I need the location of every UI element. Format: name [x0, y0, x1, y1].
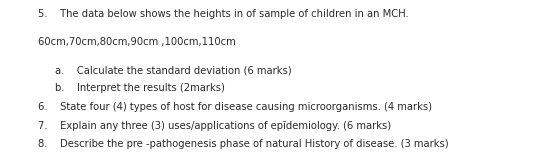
- Text: 7.    Explain any three (3) uses/applications of epĩdemiology. (6 marks): 7. Explain any three (3) uses/applicatio…: [38, 121, 391, 131]
- Text: 8.    Describe the pre -pathogenesis phase of natural History of disease. (3 mar: 8. Describe the pre -pathogenesis phase …: [38, 139, 449, 149]
- Text: 60cm,70cm,80cm,90cm ,100cm,110cm: 60cm,70cm,80cm,90cm ,100cm,110cm: [38, 37, 235, 47]
- Text: a.    Calculate the standard deviation (6 marks): a. Calculate the standard deviation (6 m…: [55, 66, 291, 76]
- Text: 5.    The data below shows the heights in of sample of children in an MCH.: 5. The data below shows the heights in o…: [38, 9, 408, 19]
- Text: 6.    State four (4) types of host for disease causing microorganisms. (4 marks): 6. State four (4) types of host for dise…: [38, 102, 432, 112]
- Text: b.    Interpret the results (2marks): b. Interpret the results (2marks): [55, 83, 224, 93]
